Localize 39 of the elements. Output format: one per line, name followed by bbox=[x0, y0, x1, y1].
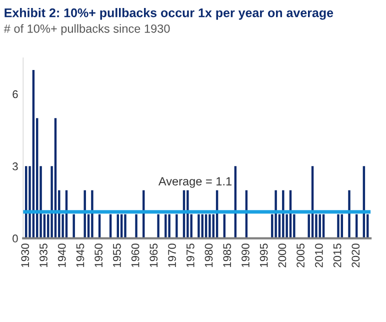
x-tick-label: 1930 bbox=[21, 244, 30, 268]
x-tick-label: 1995 bbox=[260, 244, 268, 268]
bar bbox=[157, 214, 160, 238]
y-tick-label: 6 bbox=[12, 90, 18, 98]
x-tick-label: 1935 bbox=[40, 244, 48, 268]
bar bbox=[72, 214, 75, 238]
y-tick-label: 3 bbox=[12, 162, 18, 170]
bar bbox=[124, 214, 126, 238]
x-tick-label: 2020 bbox=[352, 244, 360, 268]
bar bbox=[274, 190, 277, 238]
x-tick-label: 2010 bbox=[314, 244, 323, 268]
bar bbox=[186, 190, 189, 238]
x-tick-label: 1965 bbox=[150, 244, 158, 268]
chart-title: Exhibit 2: 10%+ pullbacks occur 1x per year on average bbox=[4, 8, 334, 20]
x-tick-label: 2005 bbox=[296, 244, 305, 268]
chart-subtitle: # of 10%+ pullbacks since 1930 bbox=[4, 24, 170, 36]
x-tick-label: 1955 bbox=[113, 244, 121, 268]
bar bbox=[135, 214, 138, 238]
x-tick-label: 1950 bbox=[94, 244, 103, 268]
bar bbox=[198, 214, 200, 238]
ref-line-label: Average = 1.1 bbox=[158, 177, 232, 188]
x-tick-label: 1985 bbox=[223, 244, 232, 268]
bar bbox=[337, 214, 340, 238]
x-tick-label: 2015 bbox=[333, 244, 342, 268]
x-tick-label: 1970 bbox=[168, 244, 176, 268]
bar bbox=[168, 214, 170, 238]
bar bbox=[208, 214, 211, 238]
bar bbox=[348, 190, 350, 238]
x-tick-label: 1960 bbox=[131, 244, 140, 268]
y-tick-label: 0 bbox=[12, 234, 18, 242]
x-tick-label: 1975 bbox=[186, 244, 194, 268]
x-tick-label: 1945 bbox=[76, 244, 84, 268]
x-tick-label: 2000 bbox=[278, 244, 286, 268]
x-tick-label: 1980 bbox=[204, 244, 213, 268]
bar bbox=[282, 190, 284, 238]
x-tick-label: 1990 bbox=[242, 244, 250, 268]
bar bbox=[176, 214, 178, 238]
x-tick-label: 1940 bbox=[58, 244, 66, 268]
bar bbox=[91, 190, 94, 238]
